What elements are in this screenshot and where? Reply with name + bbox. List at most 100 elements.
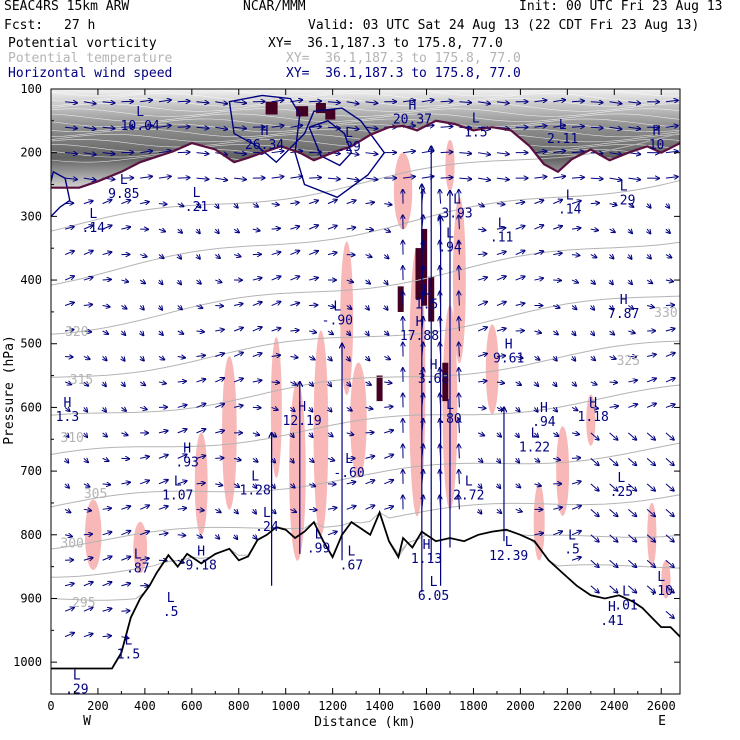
wind-vector	[158, 431, 168, 433]
plot-frame	[50, 88, 681, 695]
wind-vector	[327, 178, 340, 179]
wind-vector	[478, 277, 487, 280]
wind-vector	[252, 458, 258, 462]
wind-vector	[534, 407, 537, 411]
extremum-kind: L	[315, 527, 323, 542]
wind-vector	[158, 533, 168, 535]
wind-vector	[140, 531, 149, 536]
wind-vector	[290, 509, 296, 512]
wind-vector	[139, 280, 145, 283]
extremum-value: 1.07	[162, 488, 193, 503]
extremum-value: 1.5	[117, 648, 140, 663]
wind-vector	[271, 407, 278, 410]
extremum-kind: L	[251, 469, 259, 484]
theta-contour	[51, 180, 680, 286]
x-tick-label: 2600	[647, 699, 676, 713]
wind-vector	[233, 484, 239, 487]
wind-vector	[346, 506, 356, 510]
wind-vector	[440, 190, 441, 204]
terrain-surface	[51, 509, 680, 670]
wind-vector	[83, 582, 93, 587]
wind-vector	[327, 226, 337, 230]
wind-vector	[64, 583, 74, 585]
wind-vector	[646, 585, 655, 593]
wind-vector	[553, 382, 556, 386]
wind-vector	[290, 303, 299, 306]
wind-vector	[384, 331, 388, 335]
wind-vector	[477, 327, 487, 332]
wind-vector	[140, 125, 152, 127]
wind-vector	[515, 202, 525, 204]
wind-vector	[83, 304, 93, 305]
wind-vector	[497, 484, 500, 488]
wind-vector	[234, 509, 238, 513]
wind-vector	[309, 101, 321, 102]
wind-vector	[290, 458, 293, 462]
wind-vector	[346, 178, 359, 180]
wind-vector	[459, 292, 460, 306]
wind-vector	[197, 204, 201, 208]
wind-vector	[103, 407, 106, 411]
extremum-value: 3.93	[441, 206, 472, 221]
contour-labels: 330325320315310305300295L10.04H20.37H26.…	[56, 99, 678, 698]
wind-vector	[665, 151, 678, 152]
extremum-value: 2.11	[547, 132, 578, 147]
extremum-kind: H	[197, 544, 205, 559]
wind-vector	[590, 483, 599, 491]
extremum-kind: H	[183, 441, 191, 456]
extremum-kind: H	[620, 293, 628, 308]
wind-vector	[121, 200, 130, 205]
wind-vector	[178, 229, 182, 233]
extremum-kind: L	[657, 570, 665, 585]
wind-vector	[534, 433, 538, 437]
wind-vector	[647, 354, 656, 356]
extremum-value: 9.61	[493, 351, 524, 366]
pv-shade-blob	[313, 330, 329, 536]
wind-vector	[102, 636, 111, 637]
wind-vector	[553, 356, 557, 360]
y-tick-label: 200	[20, 146, 42, 160]
wind-vector	[309, 433, 312, 437]
wind-vector	[309, 152, 321, 153]
wind-vector	[196, 429, 206, 434]
wind-vector	[384, 455, 393, 459]
extremum-kind: L	[73, 669, 81, 684]
wind-vector	[290, 382, 296, 385]
wind-vector	[177, 508, 187, 509]
y-tick-label: 100	[20, 82, 42, 96]
wind-vector	[140, 202, 149, 204]
wind-vector	[196, 535, 203, 538]
wind-vector	[121, 280, 128, 282]
pv-contour-upper	[51, 98, 680, 107]
wind-vector	[65, 102, 77, 103]
wind-vector	[327, 306, 335, 308]
extremum-kind: L	[505, 535, 513, 550]
wind-vector	[665, 177, 678, 178]
wind-vector	[365, 480, 375, 485]
extremum-value: 10.04	[121, 119, 160, 134]
wind-vector	[177, 204, 184, 207]
wind-vector	[590, 585, 599, 593]
theta-label: 315	[70, 373, 93, 388]
wind-vector	[64, 330, 74, 331]
extremum-kind: H	[409, 99, 417, 114]
wind-vector	[121, 306, 126, 309]
wind-vector	[271, 204, 279, 205]
wind-vector	[309, 331, 316, 333]
wind-vector	[366, 331, 369, 335]
wind-vector	[665, 126, 678, 127]
extremum-kind: L	[446, 398, 454, 413]
wind-vector	[459, 190, 460, 204]
wind-vector	[665, 559, 674, 567]
model-title: SEAC4RS 15km ARW	[4, 0, 130, 14]
wind-vector	[572, 382, 576, 386]
pv-contour-upper	[51, 123, 680, 133]
extremum-kind: H	[430, 358, 438, 373]
wind-vector	[196, 509, 204, 510]
wind-vector	[309, 305, 317, 306]
wind-vector	[553, 253, 562, 255]
wind-vector	[65, 356, 73, 357]
wind-vector	[516, 458, 520, 462]
wind-vector	[177, 356, 185, 357]
x-tick-label: 400	[134, 699, 156, 713]
